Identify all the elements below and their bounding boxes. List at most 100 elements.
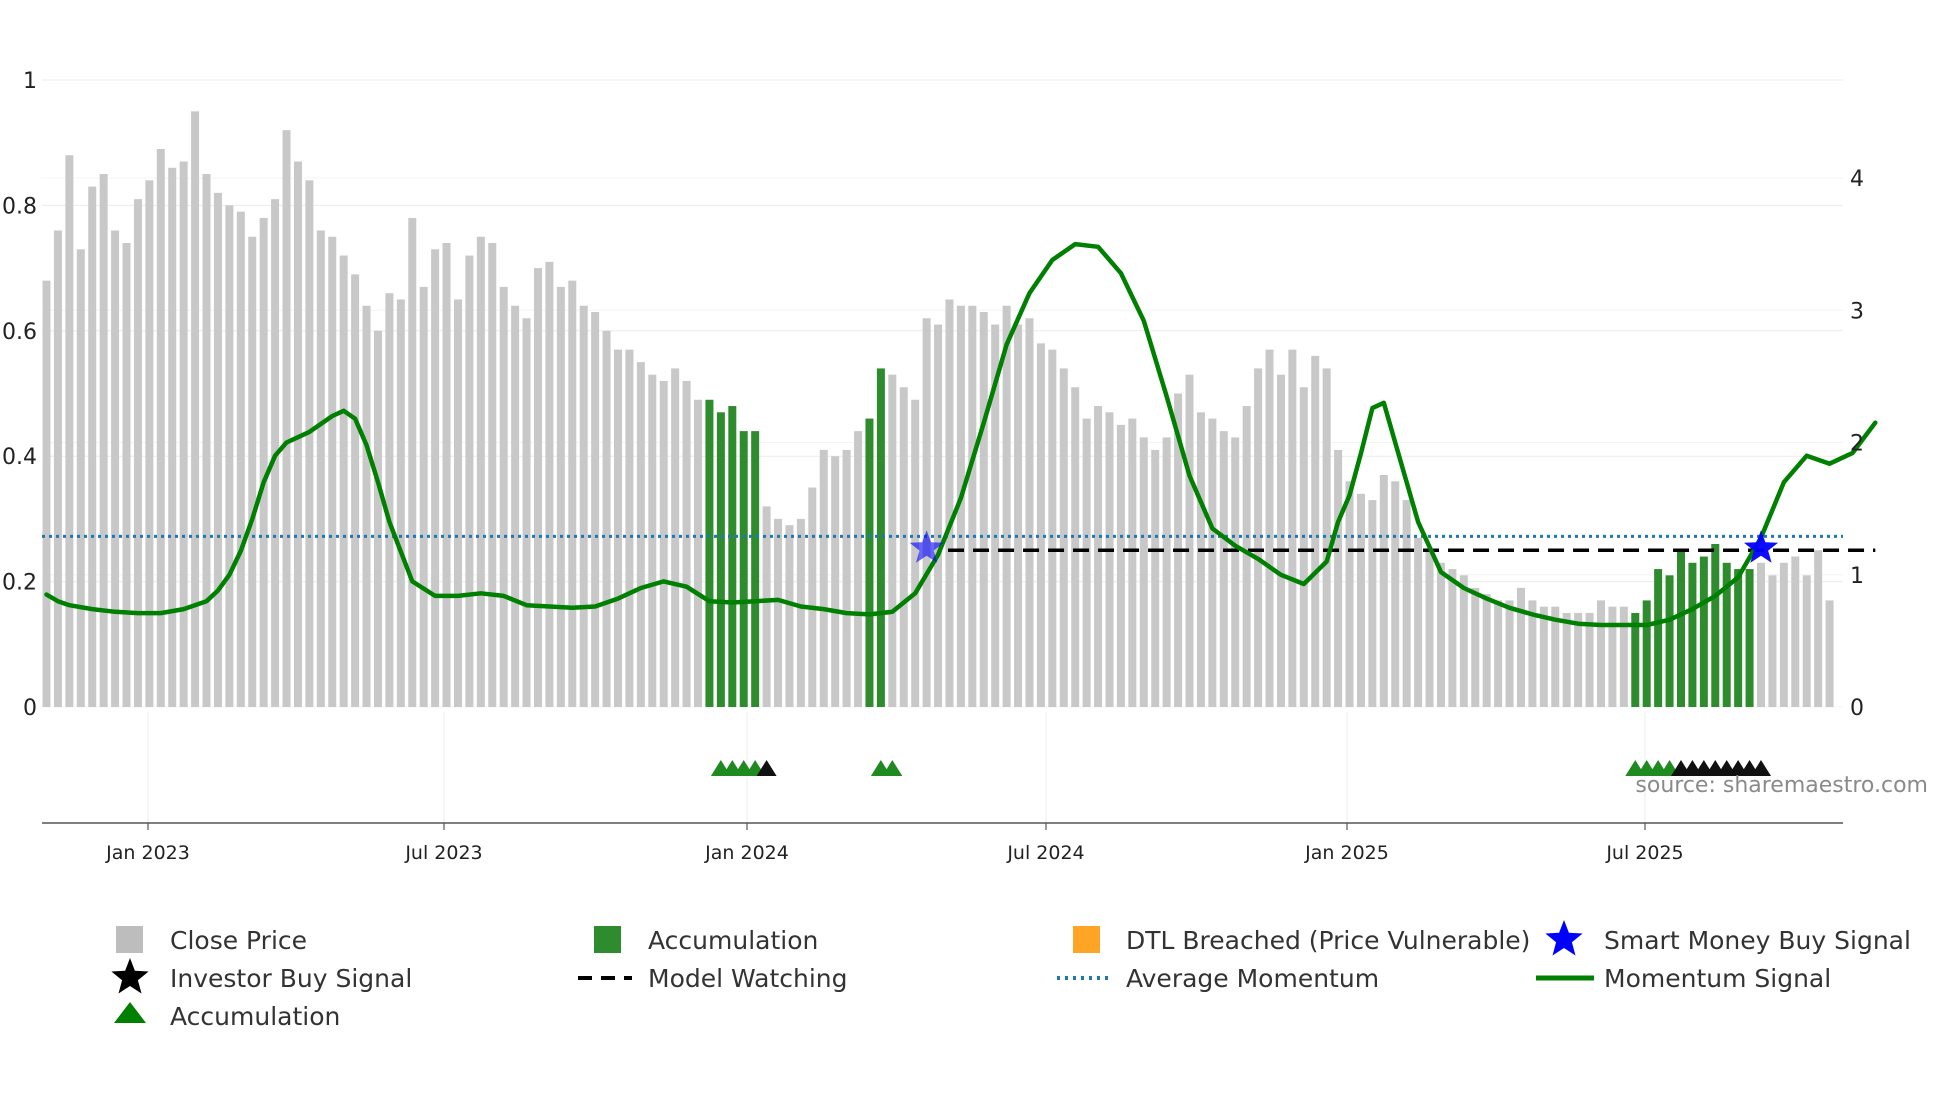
close-price-bar	[1368, 500, 1377, 707]
close-price-bar	[431, 249, 440, 708]
accumulation-bar	[1722, 562, 1731, 707]
close-price-bar	[579, 305, 588, 707]
close-price-bar	[1471, 587, 1480, 707]
close-price-bar	[956, 305, 965, 707]
signal-markers	[710, 530, 1779, 776]
close-price-bar	[1196, 412, 1205, 707]
legend-label-accumulation-marker: Accumulation	[170, 1002, 340, 1031]
x-axis-tick-label: Jul 2024	[1006, 842, 1084, 864]
accumulation-bar	[1676, 550, 1685, 707]
close-price-bar	[945, 299, 954, 707]
left-axis-tick-label: 0.8	[2, 194, 37, 219]
close-price-bar	[168, 167, 177, 707]
close-price-bar	[1436, 562, 1445, 707]
accumulation-bar	[1631, 612, 1640, 707]
close-price-bar	[1402, 500, 1411, 707]
x-axis-tick-label: Jul 2025	[1605, 842, 1683, 864]
close-price-bar	[259, 217, 268, 707]
close-price-bar	[1265, 349, 1274, 707]
left-axis-tick-label: 1	[23, 69, 37, 94]
close-price-bar	[1585, 612, 1594, 707]
x-axis-tick-label: Jul 2023	[404, 842, 482, 864]
legend-swatch-accumulation	[594, 926, 621, 953]
close-price-bar	[362, 305, 371, 707]
close-price-bar	[1288, 349, 1297, 707]
close-price-bar	[88, 186, 97, 708]
investor-buy-marker	[756, 760, 777, 776]
close-price-bar	[293, 161, 302, 707]
close-price-bar	[1254, 368, 1263, 707]
close-price-bar	[328, 236, 337, 707]
close-price-bar	[682, 380, 691, 707]
close-price-bar	[1185, 374, 1194, 707]
bar-series	[42, 111, 1834, 708]
legend-label-model-watching: Model Watching	[648, 964, 848, 993]
accumulation-bar	[728, 406, 737, 707]
accumulation-bar	[1665, 575, 1674, 707]
close-price-bar	[1208, 418, 1217, 707]
close-price-bar	[968, 305, 977, 707]
legend-item-investor-buy: Investor Buy Signal	[111, 958, 412, 994]
close-price-bar	[1596, 600, 1605, 707]
close-price-bar	[979, 311, 988, 707]
close-price-bar	[202, 174, 211, 708]
close-price-bar	[396, 299, 405, 707]
close-price-bar	[453, 299, 462, 707]
accumulation-bar	[751, 431, 760, 707]
momentum-signal-line	[44, 241, 1878, 628]
close-price-bar	[476, 236, 485, 707]
close-price-bar	[1791, 556, 1800, 707]
close-price-bar	[179, 161, 188, 707]
close-price-bar	[831, 456, 840, 707]
momentum-series	[44, 241, 1878, 628]
close-price-bar	[465, 255, 474, 707]
close-price-bar	[1574, 612, 1583, 707]
close-price-bar	[1311, 355, 1320, 707]
close-price-bar	[1334, 449, 1343, 707]
close-price-bar	[991, 324, 1000, 707]
close-price-bar	[76, 249, 85, 708]
close-price-bar	[1276, 374, 1285, 707]
close-price-bar	[282, 130, 291, 707]
close-price-bar	[1128, 418, 1137, 707]
close-price-bar	[1619, 606, 1628, 707]
legend-star-investor-icon	[111, 958, 149, 994]
close-price-bar	[248, 236, 257, 707]
close-price-bar	[1105, 412, 1114, 707]
close-price-bar	[888, 374, 897, 707]
legend-label-close-price: Close Price	[170, 926, 307, 955]
legend-star-smart-money-icon	[1545, 920, 1583, 956]
close-price-bar	[99, 174, 108, 708]
close-price-bar	[591, 311, 600, 707]
close-price-bar	[373, 330, 382, 707]
close-price-bar	[1551, 606, 1560, 707]
close-price-bar	[899, 387, 908, 707]
close-price-bar	[408, 217, 417, 707]
legend-item-model-watching: Model Watching	[578, 964, 848, 993]
accumulation-bar	[876, 368, 885, 707]
legend-label-smart-money: Smart Money Buy Signal	[1604, 926, 1911, 955]
legend-item-average-momentum: Average Momentum	[1057, 964, 1379, 993]
close-price-bar	[819, 449, 828, 707]
close-price-bar	[1116, 424, 1125, 707]
close-price-bar	[522, 318, 531, 707]
close-price-bar	[1802, 575, 1811, 707]
close-price-bar	[614, 349, 622, 707]
legend-label-investor-buy: Investor Buy Signal	[170, 964, 412, 993]
close-price-bar	[305, 180, 314, 707]
close-price-bar	[796, 518, 805, 707]
close-price-bar	[191, 111, 200, 708]
close-price-bar	[1162, 437, 1171, 707]
close-price-bar	[671, 368, 680, 707]
accumulation-bar	[1699, 556, 1708, 707]
close-price-bar	[911, 399, 920, 707]
close-price-bar	[351, 274, 360, 707]
close-price-bar	[1448, 569, 1457, 707]
close-price-bar	[556, 286, 565, 707]
close-price-bar	[1048, 349, 1057, 707]
close-price-bar	[1482, 594, 1491, 707]
close-price-bar	[922, 318, 931, 707]
x-axis-tick-label: Jan 2023	[105, 842, 190, 864]
accumulation-bar	[739, 431, 748, 707]
close-price-bar	[42, 280, 51, 707]
